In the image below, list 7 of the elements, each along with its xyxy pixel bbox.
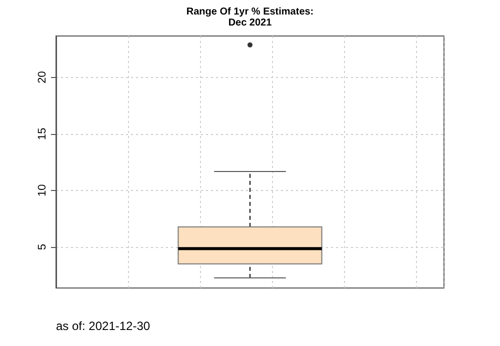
y-tick-label: 10: [36, 184, 48, 197]
y-tick-label: 20: [36, 71, 48, 84]
y-tick-label: 15: [36, 128, 48, 140]
y-tick-label: 5: [36, 244, 48, 250]
chart-subtitle: Dec 2021: [228, 18, 272, 28]
chart-title: Range Of 1yr % Estimates:: [186, 6, 314, 18]
text: as of: 2021-12-30: [56, 319, 150, 333]
